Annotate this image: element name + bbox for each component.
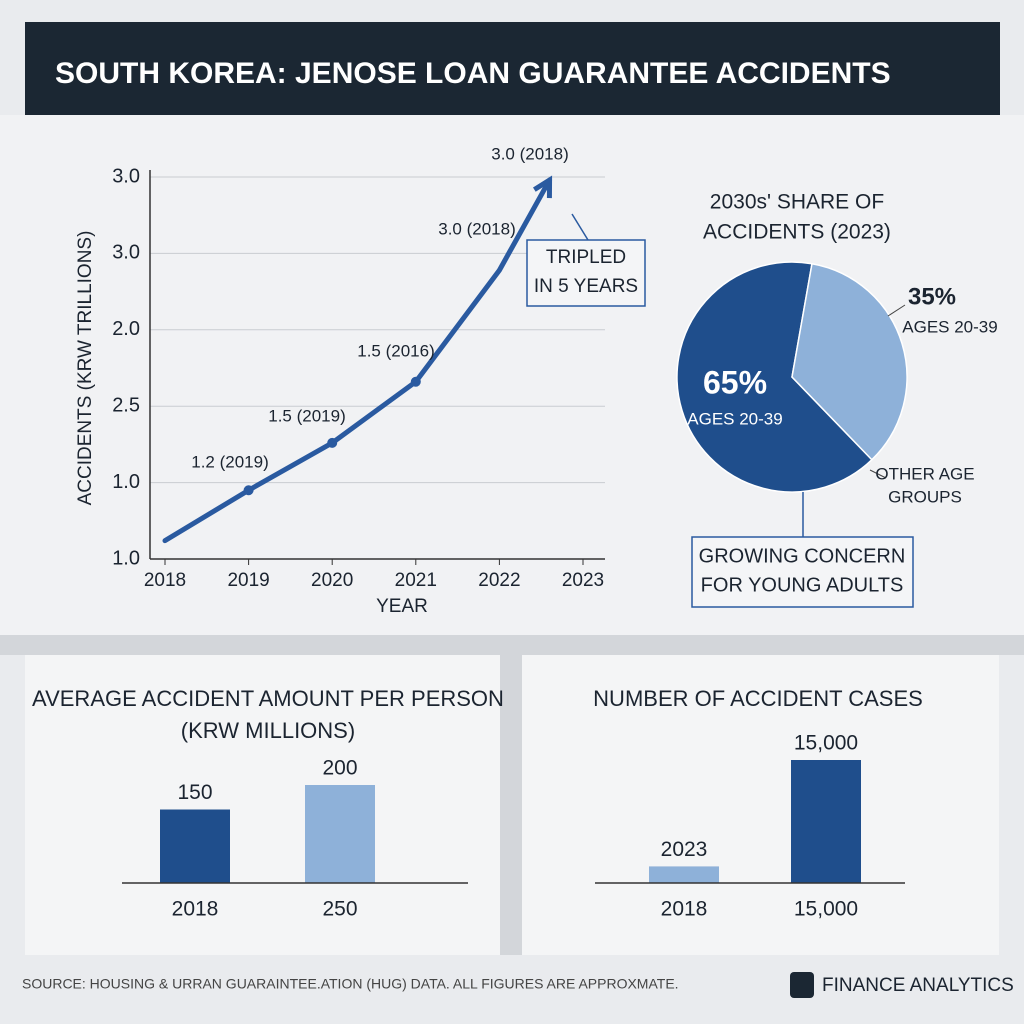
separator xyxy=(0,635,1024,655)
x-tick-label: 2018 xyxy=(661,898,708,921)
callout-pointer xyxy=(571,213,589,241)
callout-text: TRIPLED xyxy=(546,247,626,268)
x-tick-label: 2023 xyxy=(562,570,604,591)
bar xyxy=(649,866,719,883)
other-label: OTHER AGE xyxy=(875,464,974,483)
slice-label: AGES 20-39 xyxy=(902,317,997,336)
callout-text: GROWING CONCERN xyxy=(699,545,906,567)
brand-icon xyxy=(790,972,814,998)
annotation: 3.0 (2018) xyxy=(491,144,569,163)
callout-box xyxy=(691,536,914,608)
x-tick-label: 15,000 xyxy=(794,898,858,921)
value-label: 2023 xyxy=(661,838,708,861)
pie-title: 2030s' SHARE OF xyxy=(710,191,884,214)
panel-right xyxy=(522,655,999,955)
value-label: 35% xyxy=(908,283,956,310)
pie-title: ACCIDENTS (2023) xyxy=(703,221,891,244)
y-tick-label: 1.0 xyxy=(112,471,140,493)
header-title: SOUTH KOREA: JENOSE LOAN GUARANTEE ACCID… xyxy=(55,57,891,90)
x-tick-label: 2021 xyxy=(395,570,437,591)
y-tick-label: 1.0 xyxy=(112,547,140,569)
annotation: 1.5 (2019) xyxy=(268,406,346,425)
callout-box xyxy=(526,239,646,307)
value-label: 200 xyxy=(322,757,357,780)
value-label: 150 xyxy=(177,781,212,804)
x-tick-label: 2020 xyxy=(311,570,353,591)
value-label: 15,000 xyxy=(794,732,858,755)
leader xyxy=(869,469,887,479)
x-axis-label: YEAR xyxy=(376,596,428,617)
bar-title: NUMBER OF ACCIDENT CASES xyxy=(593,686,923,711)
point xyxy=(410,376,421,387)
x-tick-label: 2018 xyxy=(172,898,219,921)
y-tick-label: 3.0 xyxy=(112,242,140,264)
pie-slice xyxy=(676,261,873,493)
bar xyxy=(160,809,230,883)
annotation: 1.2 (2019) xyxy=(191,452,269,471)
callout-text: IN 5 YEARS xyxy=(534,276,638,297)
bar xyxy=(305,785,375,883)
slice-label: AGES 20-39 xyxy=(687,409,782,428)
y-tick-label: 2.0 xyxy=(112,318,140,340)
bar-title: (KRW MILLIONS) xyxy=(181,718,355,743)
x-tick-label: 2022 xyxy=(478,570,520,591)
pie-slice xyxy=(791,262,908,461)
callout-text: FOR YOUNG ADULTS xyxy=(701,574,904,596)
annotation: 1.5 (2016) xyxy=(357,341,435,360)
point xyxy=(243,485,254,496)
arrow-head xyxy=(533,175,553,199)
bar-title: AVERAGE ACCIDENT AMOUNT PER PERSON xyxy=(32,686,504,711)
x-tick-label: 250 xyxy=(322,898,357,921)
y-tick-label: 3.0 xyxy=(112,165,140,187)
separator xyxy=(500,655,522,955)
source: SOURCE: HOUSING & URRAN GUARAINTEE.ATION… xyxy=(22,976,679,992)
value-label: 65% xyxy=(703,364,767,400)
panel-left xyxy=(25,655,500,955)
x-tick-label: 2019 xyxy=(227,570,269,591)
y-tick-label: 2.5 xyxy=(112,394,140,416)
x-tick-label: 2018 xyxy=(144,570,186,591)
brand: FINANCE ANALYTICS xyxy=(822,975,1014,996)
header xyxy=(25,22,1000,115)
bar xyxy=(791,760,861,883)
other-label: GROUPS xyxy=(888,487,962,506)
leader xyxy=(887,304,906,317)
y-axis-label: ACCIDENTS (KRW TRILLIONS) xyxy=(75,231,96,506)
point xyxy=(327,437,338,448)
annotation: 3.0 (2018) xyxy=(438,219,516,238)
line xyxy=(162,177,553,544)
